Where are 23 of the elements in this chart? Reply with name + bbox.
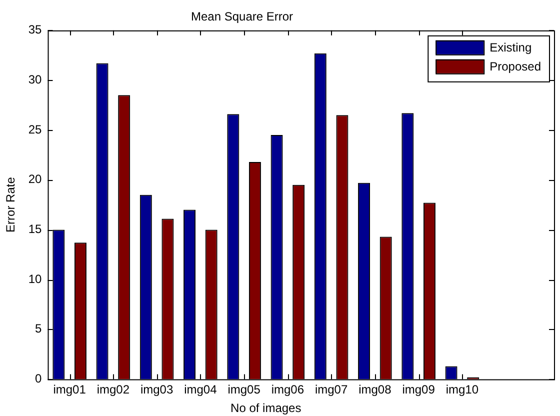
y-tick-label: 30 [28, 72, 42, 87]
x-tick-label: img07 [314, 382, 348, 397]
y-tick-label: 0 [35, 372, 42, 386]
x-tick-label: img08 [358, 382, 392, 397]
y-axis-title: Error Rate [4, 176, 18, 232]
x-tick-label: img10 [446, 382, 479, 397]
y-tick-label: 15 [28, 222, 42, 236]
y-tick-label: 35 [28, 22, 42, 37]
y-tick-label: 10 [28, 272, 42, 286]
y-tick-label: 5 [35, 322, 42, 336]
legend-label: Proposed [490, 60, 542, 74]
y-tick-label: 20 [28, 172, 42, 186]
y-tick-label: 25 [28, 122, 42, 136]
x-tick-label: img04 [184, 382, 218, 397]
x-tick-label: img03 [140, 382, 174, 397]
chart-title: Mean Square Error [190, 10, 294, 24]
x-axis-title: No of images [230, 401, 302, 416]
x-tick-label: img02 [96, 382, 130, 397]
legend-label: Existing [490, 40, 532, 55]
x-tick-label: img01 [53, 382, 86, 397]
x-tick-label: img09 [402, 382, 436, 397]
x-tick-label: img05 [228, 382, 261, 397]
x-tick-label: img06 [271, 382, 304, 397]
